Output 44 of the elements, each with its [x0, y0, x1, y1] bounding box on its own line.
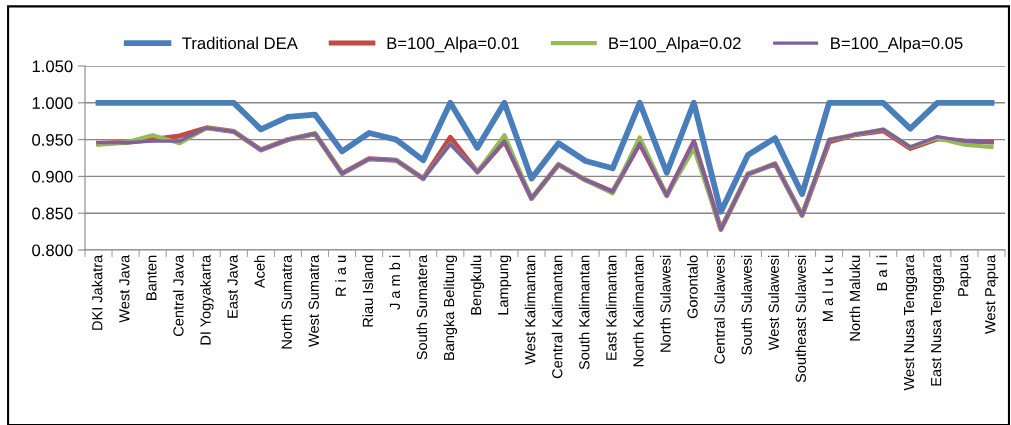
legend-label: B=100_Alpa=0.05	[831, 36, 963, 53]
x-tick-label: Gorontalo	[687, 255, 698, 319]
x-tick-label: Central Java	[172, 254, 184, 336]
x-tick-label: Riau Island	[362, 255, 374, 327]
x-tick-label: West Nusa Tenggara	[904, 254, 918, 391]
x-tick-label: East Kalimantan	[605, 255, 617, 360]
x-tick-label: West Sumatra	[308, 254, 319, 347]
legend-label: B=100_Alpa=0.02	[609, 36, 741, 53]
legend-label: Traditional DEA	[182, 36, 298, 50]
y-tick-label: 0.850	[32, 207, 73, 220]
y-tick-label: 0.900	[32, 170, 73, 183]
x-tick-label: Papua	[958, 254, 972, 296]
x-tick-label: South Kalimantan	[578, 255, 590, 370]
x-tick-label: J a m b i	[389, 255, 401, 310]
x-tick-label: Bengkulu	[470, 255, 485, 315]
x-tick-label: Bangka Belitung	[443, 255, 458, 360]
legend-label: B=100_Alpa=0.01	[387, 36, 519, 53]
x-tick-label: Lampung	[498, 255, 512, 315]
x-tick-label: DKI Jakatra	[91, 254, 103, 330]
x-tick-label: West Kalimantan	[524, 255, 536, 365]
x-tick-label: North Sulawesi	[659, 255, 671, 352]
x-tick-label: North Maluku	[849, 255, 861, 341]
x-tick-label: North Kalimantan	[632, 255, 644, 367]
x-tick-label: Southeast Sulawesi	[795, 255, 806, 383]
x-tick-label: Aceh	[254, 255, 265, 289]
x-tick-label: South Sulawesi	[741, 255, 752, 355]
x-tick-label: West Sulawesi	[768, 255, 779, 351]
x-tick-label: East Java	[227, 254, 238, 318]
x-tick-label: M a l u k u	[822, 255, 834, 321]
y-tick-label: 1.050	[32, 60, 73, 73]
x-tick-label: Banten	[146, 255, 157, 300]
x-tick-label: Central Kalimantan	[551, 255, 563, 379]
x-tick-label: East Nusa Tenggara	[931, 254, 945, 386]
y-tick-label: 0.950	[32, 134, 73, 146]
x-tick-label: West Papua	[985, 254, 999, 334]
x-tick-label: West Java	[119, 254, 130, 323]
y-tick-label: 1.000	[32, 97, 73, 109]
y-tick-label: 0.800	[32, 244, 73, 257]
x-tick-label: South Sumatera	[416, 254, 428, 360]
x-tick-label: R i a u	[335, 255, 346, 296]
x-tick-label: B a l i	[876, 255, 888, 291]
x-tick-label: North Sumatra	[281, 254, 292, 349]
x-tick-label: DI Yogyakarta	[199, 254, 214, 345]
x-tick-label: Central Sulawesi	[714, 255, 725, 364]
